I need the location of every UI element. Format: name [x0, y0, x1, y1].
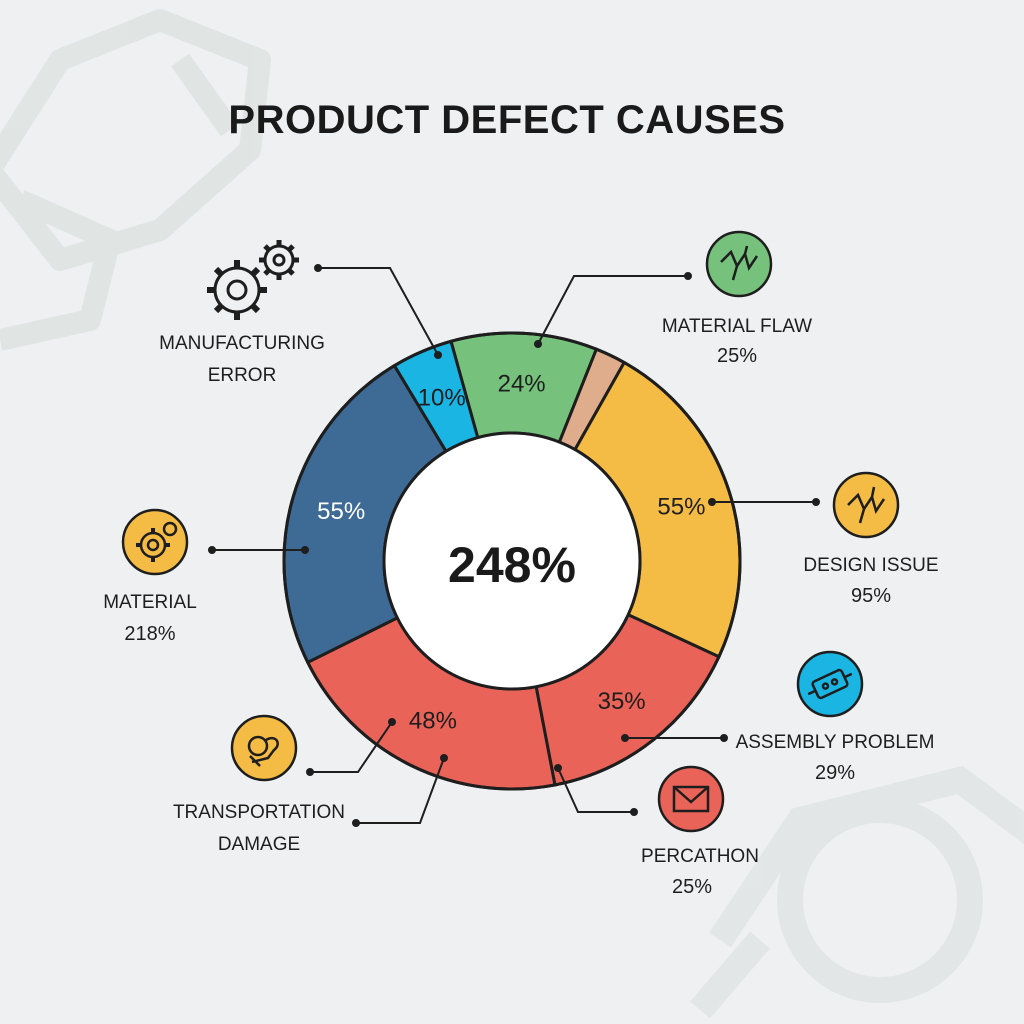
callout-material-flaw-label: MATERIAL FLAW: [662, 316, 812, 337]
slice-label: 24%: [498, 370, 546, 397]
callout-assembly-label: ASSEMBLY PROBLEM: [736, 732, 935, 753]
callout-design-issue-label: DESIGN ISSUE: [803, 555, 938, 576]
center-total: 248%: [448, 537, 576, 593]
callout-assembly-value: 29%: [815, 762, 855, 784]
material-gear-icon: [121, 508, 189, 576]
callout-material-flaw-value: 25%: [717, 345, 757, 367]
callout-percathon-label: PERCATHON: [641, 846, 759, 867]
slice-label: 55%: [657, 493, 705, 520]
slice-label: 10%: [418, 384, 466, 411]
slice-labels: 24% 55% 35% 48% 55% 10%: [317, 370, 705, 734]
callout-manufacturing-line1: MANUFACTURING: [159, 333, 325, 354]
damage-icon: [230, 714, 298, 782]
donut-rim: [282, 331, 742, 791]
callout-manufacturing-line2: ERROR: [208, 365, 277, 386]
callout-design-issue-value: 95%: [851, 585, 891, 607]
gears-icon: [207, 240, 299, 320]
donut-hole: [382, 431, 642, 691]
envelope-icon: [657, 765, 725, 833]
chart-title: PRODUCT DEFECT CAUSES: [228, 98, 785, 142]
donut-slices: [282, 331, 742, 791]
callout-material-label: MATERIAL: [103, 592, 197, 613]
slice-label: 48%: [409, 707, 457, 734]
assembly-icon: [796, 650, 864, 718]
slice-label: 55%: [317, 498, 365, 525]
connector-lines: [208, 264, 820, 827]
callout-material-value: 218%: [124, 623, 175, 645]
callout-transportation-line2: DAMAGE: [218, 834, 300, 855]
material-flaw-icon: [705, 230, 773, 298]
design-issue-icon: [832, 471, 900, 539]
callout-percathon-value: 25%: [672, 876, 712, 898]
callout-transportation-line1: TRANSPORTATION: [173, 802, 345, 823]
slice-label: 35%: [598, 688, 646, 715]
